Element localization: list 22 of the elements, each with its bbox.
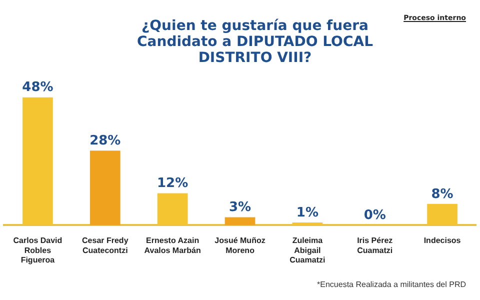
data-label: 3% <box>228 200 252 216</box>
bar <box>224 217 256 226</box>
text: *Encuesta Realizada a militantes del PRD <box>317 280 466 289</box>
chart-title: ¿Quien te gustaría que fuera Candidato a DIPUTADO LOCAL DISTRITO VIII? <box>136 18 374 66</box>
bar <box>90 150 120 226</box>
x-tick-label: Indecisos <box>424 236 462 246</box>
x-tick-label: Ernesto Azain Avalos Marbán <box>144 236 201 255</box>
bar <box>22 97 53 226</box>
x-tick-label: Cesar Fredy Cuatecontzi <box>82 236 129 255</box>
x-tick-label: Zuleima Abigail Cuamatzi <box>290 236 326 264</box>
data-label: 0% <box>364 208 386 224</box>
data-label: 8% <box>431 186 454 202</box>
data-label: 12% <box>157 176 188 192</box>
x-tick-label: Carlos David Robles Figueroa <box>13 236 62 264</box>
data-label: 1% <box>296 205 318 220</box>
bar <box>157 193 188 226</box>
x-tick-label: Iris Pérez Cuamatzi <box>357 236 393 255</box>
bar <box>427 204 458 226</box>
bar <box>292 222 323 226</box>
x-tick-label: Josué Muñoz Moreno <box>214 236 266 255</box>
data-label: 28% <box>90 133 121 148</box>
data-label: 48% <box>22 80 54 96</box>
